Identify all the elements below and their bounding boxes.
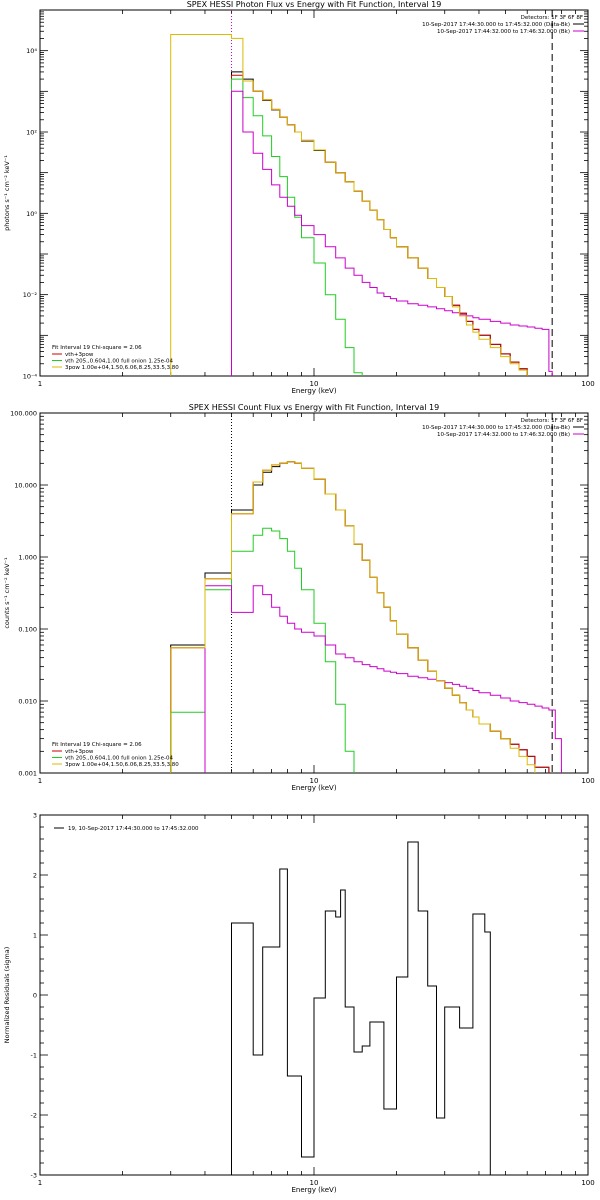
legend-entry: vth+3pow <box>65 352 94 358</box>
y-tick-label: 10⁻⁴ <box>23 373 38 381</box>
series-line-0 <box>231 841 491 1175</box>
legend-detectors: Detectors: 1F 3F 6F 8F <box>521 15 583 21</box>
legend-data-interval: 10-Sep-2017 17:44:30.000 to 17:45:32.000… <box>422 425 570 431</box>
x-tick-label: 10 <box>310 380 319 388</box>
legend-entry: 19, 10-Sep-2017 17:44:30.000 to 17:45:32… <box>68 826 199 832</box>
y-tick-label: 0.100 <box>18 626 37 634</box>
series-line-0 <box>231 71 528 376</box>
y-tick-label: -1 <box>31 1052 37 1060</box>
legend-entry: vth 205.,0.604,1.00 full onion 1.25e-04 <box>65 359 173 365</box>
y-tick-label: 10² <box>26 129 37 137</box>
y-tick-label: 0 <box>33 992 37 1000</box>
x-tick-label: 100 <box>581 380 594 388</box>
y-axis-label: counts s⁻¹ cm⁻² keV⁻¹ <box>3 557 11 629</box>
x-tick-label: 1 <box>38 380 42 388</box>
y-axis-label: photons s⁻¹ cm⁻² keV⁻¹ <box>3 155 11 231</box>
legend-entry: 3pow 1.00e+04,1.50,6.06,8.25,33.5,3.80 <box>65 365 179 371</box>
y-tick-label: 0.010 <box>18 698 37 706</box>
series-line-4 <box>170 461 536 773</box>
y-tick-label: 10.000 <box>14 482 37 490</box>
legend-fit-title: Fit Interval 19 Chi-square = 2.06 <box>52 345 142 351</box>
y-tick-label: 1 <box>33 932 37 940</box>
series-line-1 <box>170 461 550 773</box>
plot-frame <box>39 9 589 377</box>
series-line-0 <box>170 461 550 773</box>
y-tick-label: 10⁴ <box>26 47 37 55</box>
y-tick-label: 3 <box>33 812 37 820</box>
x-axis-label: Energy (keV) <box>291 387 336 395</box>
legend-detectors: Detectors: 1F 3F 6F 8F <box>521 418 583 424</box>
chart-title: SPEX HESSI Photon Flux vs Energy with Fi… <box>187 0 442 9</box>
series-line-3 <box>204 585 562 773</box>
legend-entry: 3pow 1.00e+04,1.50,6.06,8.25,33.5,3.80 <box>65 762 179 768</box>
series-line-2 <box>170 527 355 773</box>
y-tick-label: -2 <box>31 1112 37 1120</box>
y-tick-label: 10⁰ <box>26 210 37 218</box>
x-tick-label: 100 <box>581 1179 594 1187</box>
series-line-4 <box>170 34 528 376</box>
legend-entry: vth+3pow <box>65 749 94 755</box>
series-line-3 <box>231 90 553 376</box>
x-tick-label: 1 <box>38 777 42 785</box>
y-tick-label: -3 <box>31 1172 37 1180</box>
legend-bk-interval: 10-Sep-2017 17:44:32.000 to 17:46:32.000… <box>437 432 570 438</box>
y-axis-label: Normalized Residuals (sigma) <box>3 947 11 1044</box>
chart-title: SPEX HESSI Count Flux vs Energy with Fit… <box>189 403 440 412</box>
x-axis-label: Energy (keV) <box>291 1186 336 1194</box>
x-tick-label: 10 <box>310 1179 319 1187</box>
series-line-2 <box>231 78 363 376</box>
series-line-1 <box>231 74 528 376</box>
x-tick-label: 10 <box>310 777 319 785</box>
x-axis-label: Energy (keV) <box>291 784 336 792</box>
y-tick-label: 1.000 <box>18 554 37 562</box>
legend-entry: vth 205.,0.604,1.00 full onion 1.25e-04 <box>65 756 173 762</box>
y-tick-label: 10⁻² <box>23 291 38 299</box>
x-tick-label: 1 <box>38 1179 42 1187</box>
y-tick-label: 100.000 <box>10 410 37 418</box>
legend-bk-interval: 10-Sep-2017 17:44:32.000 to 17:46:32.000… <box>437 29 570 35</box>
legend-data-interval: 10-Sep-2017 17:44:30.000 to 17:45:32.000… <box>422 22 570 28</box>
y-tick-label: 2 <box>33 872 37 880</box>
legend-fit-title: Fit Interval 19 Chi-square = 2.06 <box>52 742 142 748</box>
y-tick-label: 0.001 <box>18 770 37 778</box>
x-tick-label: 100 <box>581 777 594 785</box>
